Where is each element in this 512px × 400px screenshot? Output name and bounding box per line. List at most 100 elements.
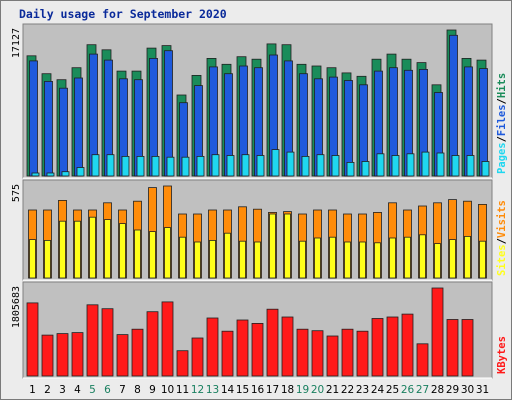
legend-entry-visits: Visits (496, 200, 508, 238)
bar-sites-day-25 (389, 237, 396, 279)
bar-pages-day-5 (91, 154, 100, 177)
bar-pages-day-7 (121, 155, 130, 177)
x-tick-label-day-8: 8 (134, 384, 141, 396)
panel-visits-sites: 575 Sites/Visits (11, 179, 508, 281)
bar-sites-day-22 (344, 241, 351, 279)
legend-separator: / (496, 238, 508, 244)
bar-pages-day-17 (271, 149, 280, 177)
bar-kbytes-day-13 (206, 317, 219, 377)
x-tick-label-day-14: 14 (221, 384, 235, 396)
x-tick-label-day-17: 17 (266, 384, 279, 396)
bar-kbytes-day-14 (221, 330, 234, 377)
bar-pages-day-20 (316, 154, 325, 177)
bar-pages-day-31 (481, 161, 490, 177)
bar-sites-day-13 (209, 239, 216, 279)
y-max-tick-label: 1805683 (11, 286, 22, 328)
bar-pages-day-28 (436, 152, 445, 177)
bar-pages-day-29 (451, 155, 460, 177)
x-tick-label-day-16: 16 (251, 384, 265, 396)
bar-kbytes-day-18 (281, 316, 294, 377)
bar-kbytes-day-21 (326, 335, 339, 377)
bar-pages-day-10 (166, 156, 175, 177)
bar-kbytes-day-8 (131, 328, 144, 377)
bar-kbytes-day-23 (356, 330, 369, 377)
bar-kbytes-day-19 (296, 328, 309, 377)
y-max-tick-label: 575 (11, 184, 22, 202)
bar-sites-day-4 (74, 220, 81, 279)
bar-pages-day-13 (211, 154, 220, 177)
x-tick-label-day-10: 10 (161, 384, 174, 396)
x-tick-label-day-26: 26 (401, 384, 415, 396)
bar-kbytes-day-7 (116, 334, 129, 377)
x-tick-label-day-28: 28 (431, 384, 444, 396)
bar-sites-day-18 (284, 213, 291, 279)
bar-pages-day-12 (196, 155, 205, 177)
x-tick-label-day-23: 23 (356, 384, 369, 396)
x-tick-label-day-15: 15 (236, 384, 249, 396)
x-tick-label-day-7: 7 (119, 384, 126, 396)
bar-pages-day-27 (421, 151, 430, 177)
bar-sites-day-28 (434, 243, 441, 279)
bar-pages-day-25 (391, 155, 400, 177)
legend: Pages/Files/Hits (496, 73, 508, 174)
bar-sites-day-7 (119, 223, 126, 279)
x-tick-label-day-12: 12 (191, 384, 204, 396)
bar-pages-day-24 (376, 153, 385, 177)
bar-sites-day-26 (404, 236, 411, 279)
bar-kbytes-day-4 (71, 332, 84, 377)
bar-files-day-22 (344, 80, 353, 177)
bar-sites-day-24 (374, 242, 381, 279)
x-tick-label-day-2: 2 (44, 384, 51, 396)
bar-sites-day-31 (479, 240, 486, 279)
bar-pages-day-19 (301, 155, 310, 177)
bar-sites-day-11 (179, 236, 186, 279)
bar-files-day-1 (29, 60, 38, 177)
bar-sites-day-3 (59, 220, 66, 279)
bar-sites-day-15 (239, 240, 246, 279)
bar-kbytes-day-25 (386, 316, 399, 377)
bar-pages-day-4 (76, 167, 85, 177)
chart-title: Daily usage for September 2020 (19, 7, 227, 21)
bar-kbytes-day-26 (401, 313, 414, 377)
bar-kbytes-day-20 (311, 330, 324, 377)
legend-separator: / (496, 98, 508, 104)
x-tick-label-day-5: 5 (89, 384, 96, 396)
bar-sites-day-2 (44, 239, 51, 279)
legend-entry-files: Files (496, 104, 508, 136)
bar-kbytes-day-15 (236, 319, 249, 377)
bar-kbytes-day-6 (101, 308, 114, 377)
bar-pages-day-22 (346, 161, 355, 177)
bar-sites-day-6 (104, 219, 111, 279)
bar-sites-day-8 (134, 229, 141, 279)
bar-pages-day-3 (61, 171, 70, 177)
x-tick-label-day-6: 6 (104, 384, 111, 396)
bar-sites-day-21 (329, 236, 336, 279)
x-tick-label-day-20: 20 (311, 384, 324, 396)
x-tick-label-day-25: 25 (386, 384, 399, 396)
x-tick-label-day-11: 11 (176, 384, 189, 396)
bar-sites-day-14 (224, 232, 231, 279)
bar-pages-day-26 (406, 153, 415, 177)
bar-kbytes-day-11 (176, 350, 189, 377)
bar-sites-day-10 (164, 227, 171, 279)
x-tick-label-day-1: 1 (29, 384, 36, 396)
bar-kbytes-day-28 (431, 287, 444, 377)
x-tick-label-day-24: 24 (371, 384, 385, 396)
bar-files-day-29 (449, 34, 458, 177)
bar-pages-day-1 (31, 172, 40, 177)
bar-pages-day-14 (226, 155, 235, 177)
bar-pages-day-30 (466, 155, 475, 177)
bar-sites-day-5 (89, 216, 96, 279)
bar-sites-day-30 (464, 235, 471, 279)
bar-files-day-2 (44, 81, 53, 177)
x-tick-label-day-13: 13 (206, 384, 219, 396)
legend-entry-sites: Sites (496, 244, 508, 276)
x-tick-label-day-3: 3 (59, 384, 66, 396)
bar-sites-day-27 (419, 234, 426, 279)
x-tick-label-day-29: 29 (446, 384, 459, 396)
bar-pages-day-6 (106, 154, 115, 177)
bar-sites-day-19 (299, 240, 306, 279)
bar-pages-day-15 (241, 154, 250, 177)
